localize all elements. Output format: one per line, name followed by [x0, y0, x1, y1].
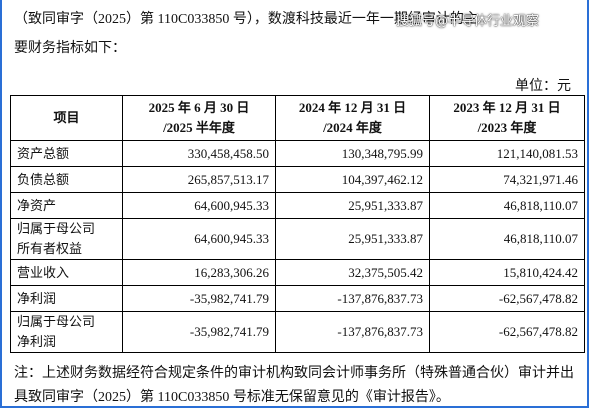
header-text: 项目	[53, 110, 80, 125]
value-cell: -35,982,741.79	[122, 311, 276, 353]
row-label: 归属于母公司 净利润	[10, 311, 123, 353]
value-cell: 16,283,306.26	[122, 259, 276, 286]
value-cell: 74,321,971.46	[429, 166, 585, 193]
value-cell: 104,397,462.12	[275, 166, 430, 193]
label-text: 净利润	[17, 334, 57, 349]
value-cell: -137,876,837.73	[275, 285, 430, 312]
unit: 单位：元	[515, 79, 571, 94]
watermark: 搜狐号@半导体行业观察	[396, 14, 540, 29]
header-text: 2024 年 12 月 31 日	[298, 100, 407, 115]
row-label: 归属于母公司 所有者权益	[10, 218, 123, 260]
value-cell: 46,818,110.07	[429, 192, 585, 219]
header-text: /2025 半年度	[163, 120, 235, 135]
header-cell: 2023 年 12 月 31 日/2023 年度	[429, 95, 585, 141]
header-text: /2024 年度	[323, 120, 382, 135]
value-cell: -62,567,478.82	[429, 311, 585, 353]
value-cell: 64,600,945.33	[122, 218, 276, 260]
header-text: 2025 年 6 月 30 日	[148, 100, 250, 115]
paragraph-line: 要财务指标如下：	[14, 41, 126, 56]
value-cell: -137,876,837.73	[275, 311, 430, 353]
table-row: 负债总额 265,857,513.17 104,397,462.12 74,321,9…	[10, 166, 585, 193]
row-label: 营业收入	[10, 259, 123, 286]
value-cell: 32,375,505.42	[275, 259, 430, 286]
value-cell: 25,951,333.87	[275, 218, 430, 260]
value-cell: 25,951,333.87	[275, 192, 430, 219]
value-cell: 265,857,513.17	[122, 166, 276, 193]
row-label: 净利润	[10, 285, 123, 312]
table-row: 营业收入 16,283,306.26 32,375,505.42 15,810,424…	[10, 259, 585, 286]
row-label: 净资产	[10, 192, 123, 219]
value-cell: 121,140,081.53	[429, 140, 585, 167]
value-cell: 46,818,110.07	[429, 218, 585, 260]
row-label: 资产总额	[10, 140, 123, 167]
table-row: 净利润 -35,982,741.79 -137,876,837.73 -62,567,…	[10, 285, 585, 312]
label-text: 所有者权益	[17, 241, 83, 256]
label-text: 归属于母公司	[17, 314, 96, 329]
label-text: 营业收入	[17, 264, 70, 280]
value-cell: 64,600,945.33	[122, 192, 276, 219]
header-cell: 2025 年 6 月 30 日/2025 半年度	[122, 95, 276, 141]
header-cell: 2024 年 12 月 31 日/2024 年度	[275, 95, 430, 141]
financial-table: 项目 2025 年 6 月 30 日/2025 半年度 2024 年 12 月 31…	[10, 95, 585, 353]
header-text: /2023 年度	[477, 120, 537, 135]
value-cell: 15,810,424.42	[429, 259, 585, 286]
note-line: 注：上述财务数据经符合规定条件的审计机构致同会计师事务所（特殊普通合伙）审计并出	[14, 366, 574, 381]
note-line: 具致同审字（2025）第 110C033850 号标准无保留意见的《审计报告》。	[14, 390, 450, 405]
row-label: 负债总额	[10, 166, 123, 193]
label-text: 资产总额	[17, 145, 70, 161]
header-cell: 项目	[10, 95, 123, 141]
table-row: 归属于母公司 净利润 -35,982,741.79 -137,876,837.73 -6…	[10, 311, 585, 353]
table-row: 归属于母公司 所有者权益 64,600,945.33 25,951,333.87 46,…	[10, 218, 585, 260]
table-row: 净资产 64,600,945.33 25,951,333.87 46,818,110.…	[10, 192, 585, 219]
label-text: 负债总额	[17, 171, 70, 187]
label-text: 净资产	[17, 197, 57, 213]
value-cell: 130,348,795.99	[275, 140, 430, 167]
header-text: 2023 年 12 月 31 日	[453, 100, 561, 115]
value-cell: -62,567,478.82	[429, 285, 585, 312]
value-cell: -35,982,741.79	[122, 285, 276, 312]
label-text: 净利润	[17, 290, 57, 306]
paragraph-line: （致同审字（2025）第 110C033850 号），数渡科技最近一年一期经审计…	[14, 12, 478, 27]
label-text: 归属于母公司	[17, 221, 96, 236]
table-row: 资产总额 330,458,458.50 130,348,795.99 121,140,…	[10, 140, 585, 167]
header-row: 项目 2025 年 6 月 30 日/2025 半年度 2024 年 12 月 31…	[10, 95, 585, 141]
value-cell: 330,458,458.50	[122, 140, 276, 167]
